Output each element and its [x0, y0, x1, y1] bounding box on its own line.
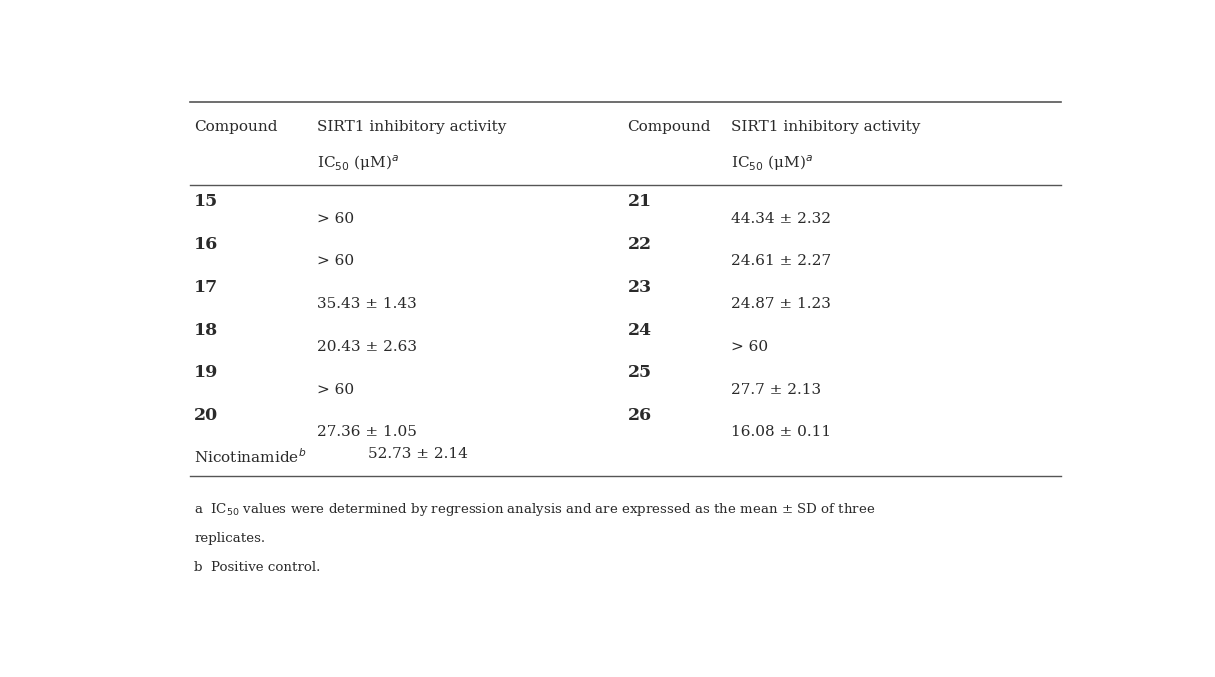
- Text: 24.87 ± 1.23: 24.87 ± 1.23: [731, 297, 831, 311]
- Text: > 60: > 60: [317, 383, 354, 397]
- Text: 26: 26: [627, 407, 651, 424]
- Text: 27.36 ± 1.05: 27.36 ± 1.05: [317, 425, 417, 439]
- Text: 27.7 ± 2.13: 27.7 ± 2.13: [731, 383, 821, 397]
- Text: 15: 15: [194, 194, 219, 211]
- Text: 20.43 ± 2.63: 20.43 ± 2.63: [317, 340, 417, 354]
- Text: 18: 18: [194, 322, 219, 338]
- Text: 20: 20: [194, 407, 219, 424]
- Text: IC$_{50}$ (μM)$^{a}$: IC$_{50}$ (μM)$^{a}$: [731, 153, 813, 173]
- Text: > 60: > 60: [317, 255, 354, 268]
- Text: 22: 22: [627, 236, 651, 253]
- Text: 23: 23: [627, 279, 651, 296]
- Text: replicates.: replicates.: [194, 532, 265, 545]
- Text: 24: 24: [627, 322, 651, 338]
- Text: b  Positive control.: b Positive control.: [194, 561, 321, 574]
- Text: SIRT1 inhibitory activity: SIRT1 inhibitory activity: [731, 121, 920, 134]
- Text: SIRT1 inhibitory activity: SIRT1 inhibitory activity: [317, 121, 505, 134]
- Text: 25: 25: [627, 364, 651, 381]
- Text: 52.73 ± 2.14: 52.73 ± 2.14: [368, 447, 468, 461]
- Text: 21: 21: [627, 194, 651, 211]
- Text: a  IC$_{50}$ values were determined by regression analysis and are expressed as : a IC$_{50}$ values were determined by re…: [194, 501, 876, 518]
- Text: Compound: Compound: [194, 121, 278, 134]
- Text: > 60: > 60: [317, 212, 354, 225]
- Text: Compound: Compound: [627, 121, 711, 134]
- Text: Nicotinamide$^{b}$: Nicotinamide$^{b}$: [194, 447, 306, 466]
- Text: 35.43 ± 1.43: 35.43 ± 1.43: [317, 297, 417, 311]
- Text: 17: 17: [194, 279, 219, 296]
- Text: 16.08 ± 0.11: 16.08 ± 0.11: [731, 425, 831, 439]
- Text: IC$_{50}$ (μM)$^{a}$: IC$_{50}$ (μM)$^{a}$: [317, 153, 399, 173]
- Text: > 60: > 60: [731, 340, 768, 354]
- Text: 16: 16: [194, 236, 219, 253]
- Text: 19: 19: [194, 364, 219, 381]
- Text: 24.61 ± 2.27: 24.61 ± 2.27: [731, 255, 831, 268]
- Text: 44.34 ± 2.32: 44.34 ± 2.32: [731, 212, 831, 225]
